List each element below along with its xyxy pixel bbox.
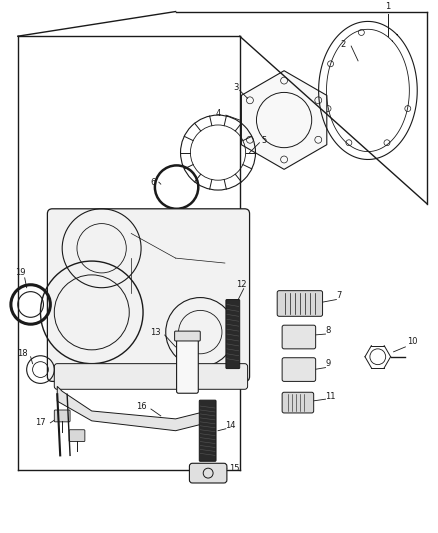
Text: 2: 2	[341, 39, 346, 49]
FancyBboxPatch shape	[54, 410, 70, 422]
Text: 9: 9	[325, 359, 331, 368]
Text: 6: 6	[150, 177, 155, 187]
Text: 18: 18	[18, 349, 28, 358]
FancyBboxPatch shape	[54, 364, 247, 389]
FancyBboxPatch shape	[282, 392, 314, 413]
Circle shape	[243, 95, 253, 105]
Text: 8: 8	[325, 326, 331, 335]
Text: 19: 19	[15, 269, 26, 277]
Text: 3: 3	[233, 83, 238, 92]
Text: 17: 17	[35, 418, 46, 427]
FancyBboxPatch shape	[177, 335, 198, 393]
Text: 12: 12	[237, 280, 247, 289]
Text: 15: 15	[230, 464, 240, 473]
Text: 14: 14	[225, 421, 235, 430]
Text: 4: 4	[215, 109, 221, 118]
Polygon shape	[57, 386, 215, 431]
FancyBboxPatch shape	[199, 400, 216, 461]
FancyBboxPatch shape	[282, 358, 316, 382]
FancyBboxPatch shape	[175, 331, 200, 341]
Text: 16: 16	[136, 401, 146, 410]
Text: 10: 10	[407, 337, 418, 346]
Text: 13: 13	[151, 328, 161, 336]
FancyBboxPatch shape	[226, 300, 240, 369]
FancyBboxPatch shape	[69, 430, 85, 441]
FancyBboxPatch shape	[277, 290, 322, 316]
Text: 7: 7	[336, 291, 342, 300]
Text: 5: 5	[262, 136, 267, 146]
Polygon shape	[241, 71, 327, 169]
Text: 1: 1	[385, 2, 390, 11]
FancyBboxPatch shape	[282, 325, 316, 349]
FancyBboxPatch shape	[47, 209, 250, 382]
FancyBboxPatch shape	[189, 463, 227, 483]
Text: 11: 11	[325, 392, 336, 401]
